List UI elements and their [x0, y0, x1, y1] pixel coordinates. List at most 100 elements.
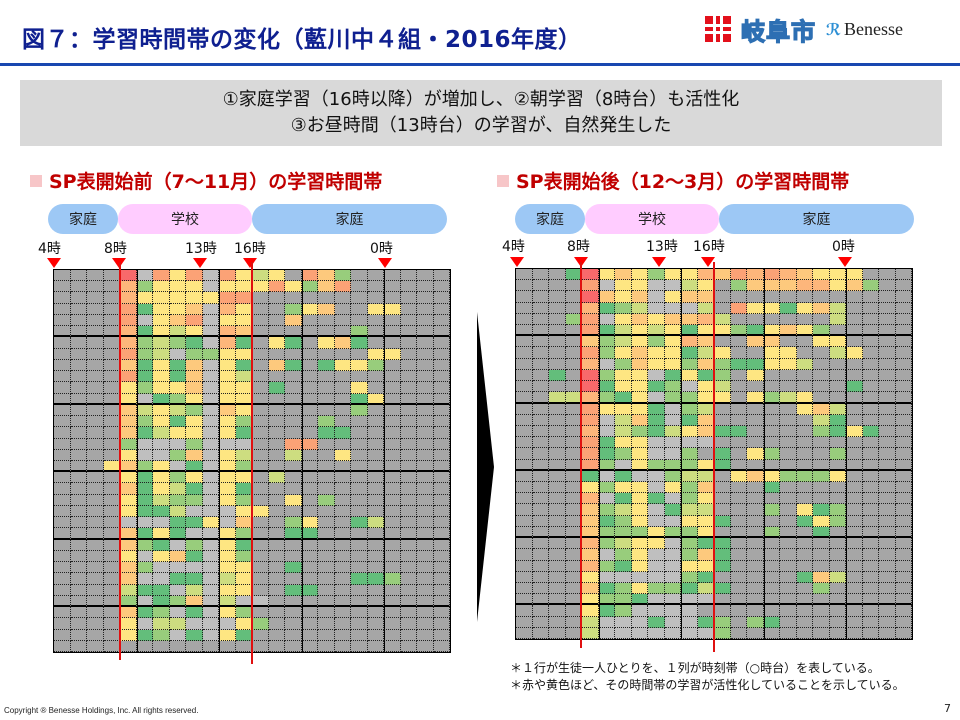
heatmap-cell [664, 414, 681, 426]
heatmap-cell [169, 640, 186, 652]
heatmap-cell [780, 549, 797, 561]
heatmap-cell [318, 270, 335, 282]
heatmap-cell [681, 392, 698, 404]
heatmap-cell [780, 414, 797, 426]
heatmap-cell [334, 550, 351, 563]
heatmap-cell [763, 538, 780, 550]
heatmap-cell [862, 403, 879, 415]
heatmap-cell [169, 303, 186, 315]
heatmap-cell [136, 427, 153, 439]
heatmap-cell [879, 414, 896, 426]
heatmap-cell [829, 582, 846, 595]
heatmap-cell [582, 582, 599, 595]
heatmap-cell [681, 549, 698, 561]
heatmap-cell [763, 369, 780, 382]
heatmap-cell [268, 562, 285, 574]
heatmap-cell [153, 449, 170, 461]
heatmap-cell [747, 493, 764, 505]
heatmap-cell [219, 618, 236, 630]
heatmap-cell [334, 472, 351, 484]
heatmap-cell [120, 573, 137, 585]
heatmap-cell [54, 326, 71, 338]
heatmap-cell [186, 371, 203, 383]
heatmap-cell [186, 449, 203, 461]
heatmap-cell [598, 482, 615, 494]
heatmap-cell [351, 505, 368, 518]
heatmap-cell [516, 403, 533, 415]
heatmap-cell [697, 336, 714, 348]
heatmap-cell [268, 326, 285, 338]
heatmap-cell [582, 482, 599, 494]
heatmap-cell [598, 616, 615, 628]
heatmap-cell [219, 292, 236, 304]
heatmap-cell [268, 382, 285, 394]
heatmap-cell [648, 582, 665, 595]
heatmap-cell [70, 618, 87, 630]
heatmap-cell [846, 493, 863, 505]
heatmap-cell [747, 616, 764, 628]
heatmap-cell [433, 528, 450, 540]
heatmap-cell [268, 359, 285, 372]
heatmap-cell [334, 584, 351, 596]
heatmap-cell [796, 560, 813, 572]
heatmap-cell [351, 584, 368, 596]
heatmap-cell [846, 414, 863, 426]
heatmap-cell [532, 594, 549, 606]
heatmap-cell [813, 369, 830, 382]
heatmap-cell [136, 270, 153, 282]
heatmap-cell [153, 629, 170, 641]
heatmap-cell [87, 326, 104, 338]
heatmap-cell [54, 550, 71, 563]
summary-line-1: ①家庭学習（16時以降）が増加し、②朝学習（8時台）も活性化 [222, 89, 740, 110]
heatmap-cell [318, 595, 335, 608]
heatmap-cell [747, 582, 764, 595]
heatmap-cell [763, 325, 780, 337]
heatmap-cell [351, 595, 368, 608]
heatmap-cell [631, 302, 648, 314]
heatmap-cell [780, 459, 797, 471]
heatmap-cell [384, 494, 401, 506]
heatmap-cell [714, 616, 731, 628]
heatmap-cell [219, 528, 236, 540]
heatmap-cell [169, 595, 186, 608]
heatmap-cell [120, 562, 137, 574]
heatmap-cell [763, 571, 780, 583]
heatmap-cell [384, 393, 401, 405]
heatmap-cell [384, 640, 401, 652]
heatmap-cell [169, 607, 186, 619]
heatmap-cell [714, 358, 731, 370]
heatmap-cell [747, 470, 764, 483]
heatmap-cell [598, 448, 615, 460]
heatmap-cell [730, 482, 747, 494]
heatmap-cell [252, 584, 269, 596]
heatmap-cell [664, 302, 681, 314]
heatmap-cell [829, 627, 846, 639]
heatmap-cell [532, 493, 549, 505]
heatmap-cell [549, 336, 566, 348]
heatmap-cell [433, 314, 450, 327]
heatmap-cell [516, 582, 533, 595]
heatmap-cell [318, 281, 335, 293]
heatmap-cell [301, 382, 318, 394]
heatmap-cell [730, 358, 747, 370]
heatmap-cell [318, 404, 335, 417]
heatmap-cell [631, 549, 648, 561]
heatmap-cell [846, 381, 863, 393]
heatmap-cell [615, 302, 632, 314]
heatmap-cell [697, 482, 714, 494]
heatmap-cell [846, 470, 863, 483]
heatmap-cell [714, 448, 731, 460]
heatmap-cell [301, 618, 318, 630]
heatmap-cell [87, 281, 104, 293]
heatmap-cell [87, 314, 104, 327]
heatmap-cell [202, 416, 219, 428]
heatmap-cell [219, 393, 236, 405]
heatmap-cell [70, 438, 87, 450]
heatmap-cell [136, 337, 153, 349]
heatmap-cell [186, 359, 203, 372]
heatmap-cell [879, 325, 896, 337]
heatmap-cell [54, 292, 71, 304]
heatmap-cell [895, 459, 912, 471]
heatmap-cell [318, 348, 335, 360]
heatmap-cell [417, 629, 434, 641]
